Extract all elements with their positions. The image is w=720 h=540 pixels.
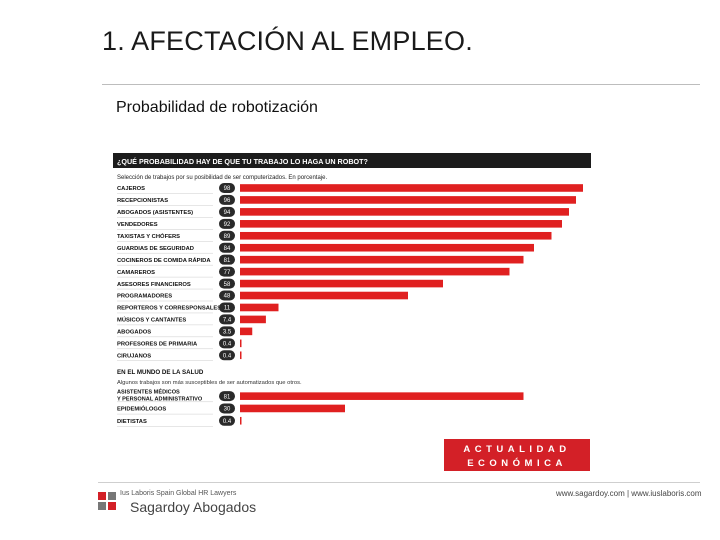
health-section-note: Algunos trabajos son más susceptibles de… [117,380,302,386]
bar [240,268,510,276]
value-label: 89 [224,234,231,240]
chart-title: ¿QUÉ PROBABILIDAD HAY DE QUE TU TRABAJO … [117,157,368,166]
value-label: 92 [224,222,231,228]
category-label: ABOGADOS [117,330,151,336]
category-label: EPIDEMIÓLOGOS [117,405,166,413]
bar [240,392,524,400]
category-label: ASESORES FINANCIEROS [117,282,191,288]
sagardoy-logo-icon [98,492,120,514]
category-label: GUARDIAS DE SEGURIDAD [117,246,194,252]
bar [240,328,252,336]
value-label: 81 [224,394,231,400]
category-label: MÚSICOS Y CANTANTES [117,317,186,324]
bar [240,417,242,425]
bar [240,208,569,216]
value-label: 98 [224,186,231,192]
value-label: 81 [224,258,231,264]
brand-tagline: Ius Laboris Spain Global HR Lawyers [120,490,236,497]
category-label: DIETISTAS [117,419,147,425]
value-label: 48 [224,294,231,300]
source-banner: ACTUALIDAD ECONÓMICA [444,439,590,471]
category-label: PROGRAMADORES [117,294,172,300]
value-label: 11 [224,306,231,312]
slide-title: 1. AFECTACIÓN AL EMPLEO. [102,26,473,57]
source-banner-line-1: ACTUALIDAD [463,444,570,455]
value-label: 0.4 [223,353,232,359]
category-label: REPORTEROS Y CORRESPONSALES [117,306,221,312]
category-label: CIRUJANOS [117,353,151,359]
value-label: 0.4 [223,342,232,348]
bar [240,280,443,288]
category-label: TAXISTAS Y CHÓFERS [117,232,180,240]
brand-name: Sagardoy Abogados [130,499,256,515]
bar [240,244,534,252]
category-label: VENDEDORES [117,222,158,228]
health-section-heading: EN EL MUNDO DE LA SALUD [117,369,204,376]
bar [240,316,266,324]
source-banner-line-2: ECONÓMICA [467,457,567,469]
robotization-bar-chart: ¿QUÉ PROBABILIDAD HAY DE QUE TU TRABAJO … [113,153,591,471]
bar [240,196,576,204]
value-label: 7.4 [223,318,232,324]
bar [240,232,552,240]
category-label: CAMAREROS [117,270,155,276]
category-label: CAJEROS [117,186,145,192]
value-label: 77 [224,270,231,276]
slide-subtitle: Probabilidad de robotización [116,99,318,117]
category-label: RECEPCIONISTAS [117,198,168,204]
bar [240,351,242,359]
bar [240,256,524,264]
value-label: 96 [224,198,231,204]
category-label: PROFESORES DE PRIMARIA [117,342,198,348]
value-label: 0.4 [223,419,232,425]
footer-links[interactable]: www.sagardoy.com | www.iuslaboris.com [556,489,702,498]
footer-divider [98,482,700,483]
value-label: 30 [224,407,231,413]
value-label: 58 [224,282,231,288]
bar [240,405,345,413]
value-label: 3.5 [223,330,232,336]
chart-subtitle: Selección de trabajos por su posibilidad… [117,175,327,181]
bar [240,292,408,300]
bar [240,340,242,348]
value-label: 94 [224,210,231,216]
value-label: 84 [224,246,231,252]
bar [240,304,279,312]
bar [240,184,583,192]
category-label: ABOGADOS (ASISTENTES) [117,210,193,216]
category-label: COCINEROS DE COMIDA RÁPIDA [117,257,211,264]
bar [240,220,562,228]
title-divider [102,84,700,85]
